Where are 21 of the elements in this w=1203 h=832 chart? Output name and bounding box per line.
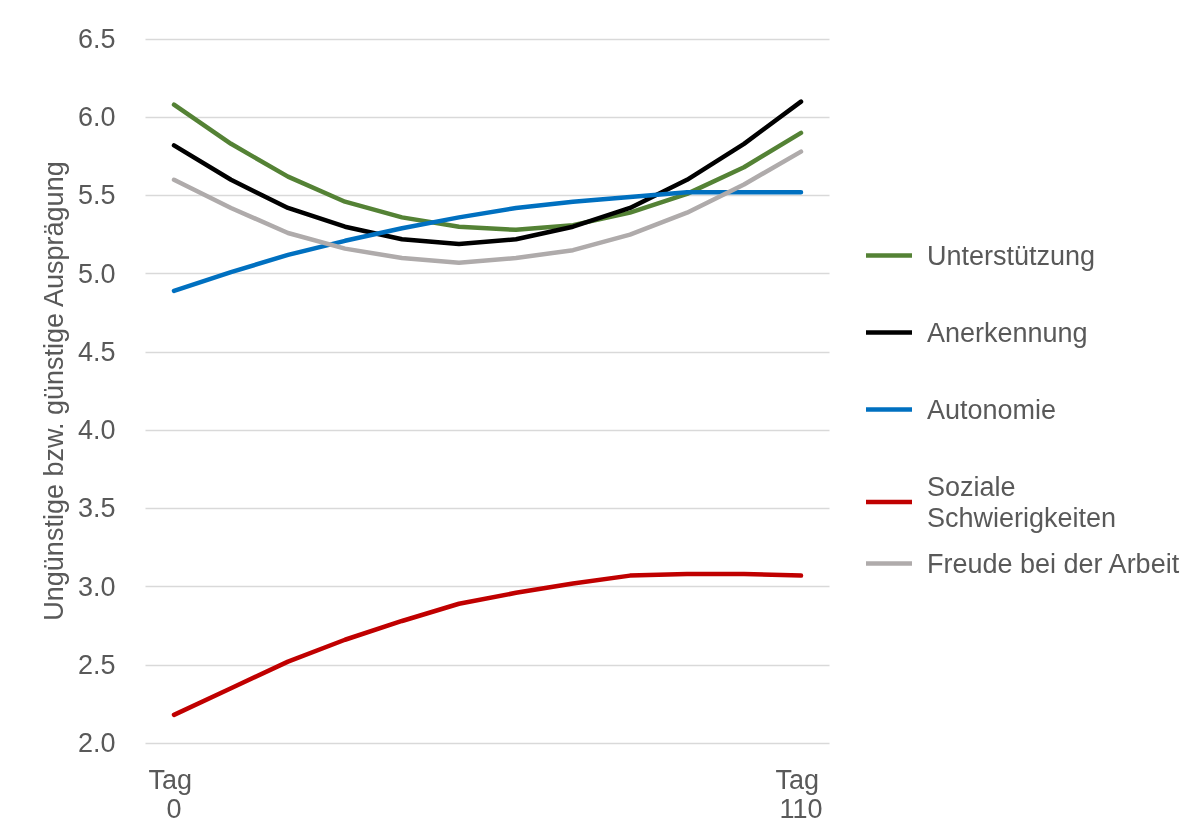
line-series bbox=[171, 190, 804, 294]
x-tick-label: Tag 110 bbox=[775, 764, 827, 824]
y-tick-label: 5.5 bbox=[77, 180, 116, 211]
y-tick-label: 3.5 bbox=[77, 493, 116, 524]
y-tick-label: 2.5 bbox=[77, 649, 116, 680]
y-tick-label: 5.0 bbox=[77, 258, 116, 289]
y-tick-label: 3.0 bbox=[77, 571, 116, 602]
y-tick-label: 6.0 bbox=[77, 102, 116, 133]
x-tick-label: Tag 0 bbox=[148, 764, 200, 824]
legend-label: Soziale Schwierigkeiten bbox=[927, 471, 1117, 533]
legend-label: Freude bei der Arbeit bbox=[927, 548, 1180, 579]
legend-label: Unterstützung bbox=[927, 240, 1096, 271]
y-tick-label: 4.5 bbox=[77, 336, 116, 367]
y-tick-label: 2.0 bbox=[77, 728, 116, 758]
line-series bbox=[171, 571, 804, 718]
legend-label: Autonomie bbox=[927, 394, 1057, 425]
line-series bbox=[171, 149, 804, 265]
y-tick-label: 4.0 bbox=[77, 415, 116, 446]
y-tick-label: 6.5 bbox=[77, 24, 116, 54]
legend-label: Anerkennung bbox=[927, 317, 1088, 348]
y-axis-title: Ungünstige bzw. günstige Ausprägung bbox=[38, 161, 69, 621]
